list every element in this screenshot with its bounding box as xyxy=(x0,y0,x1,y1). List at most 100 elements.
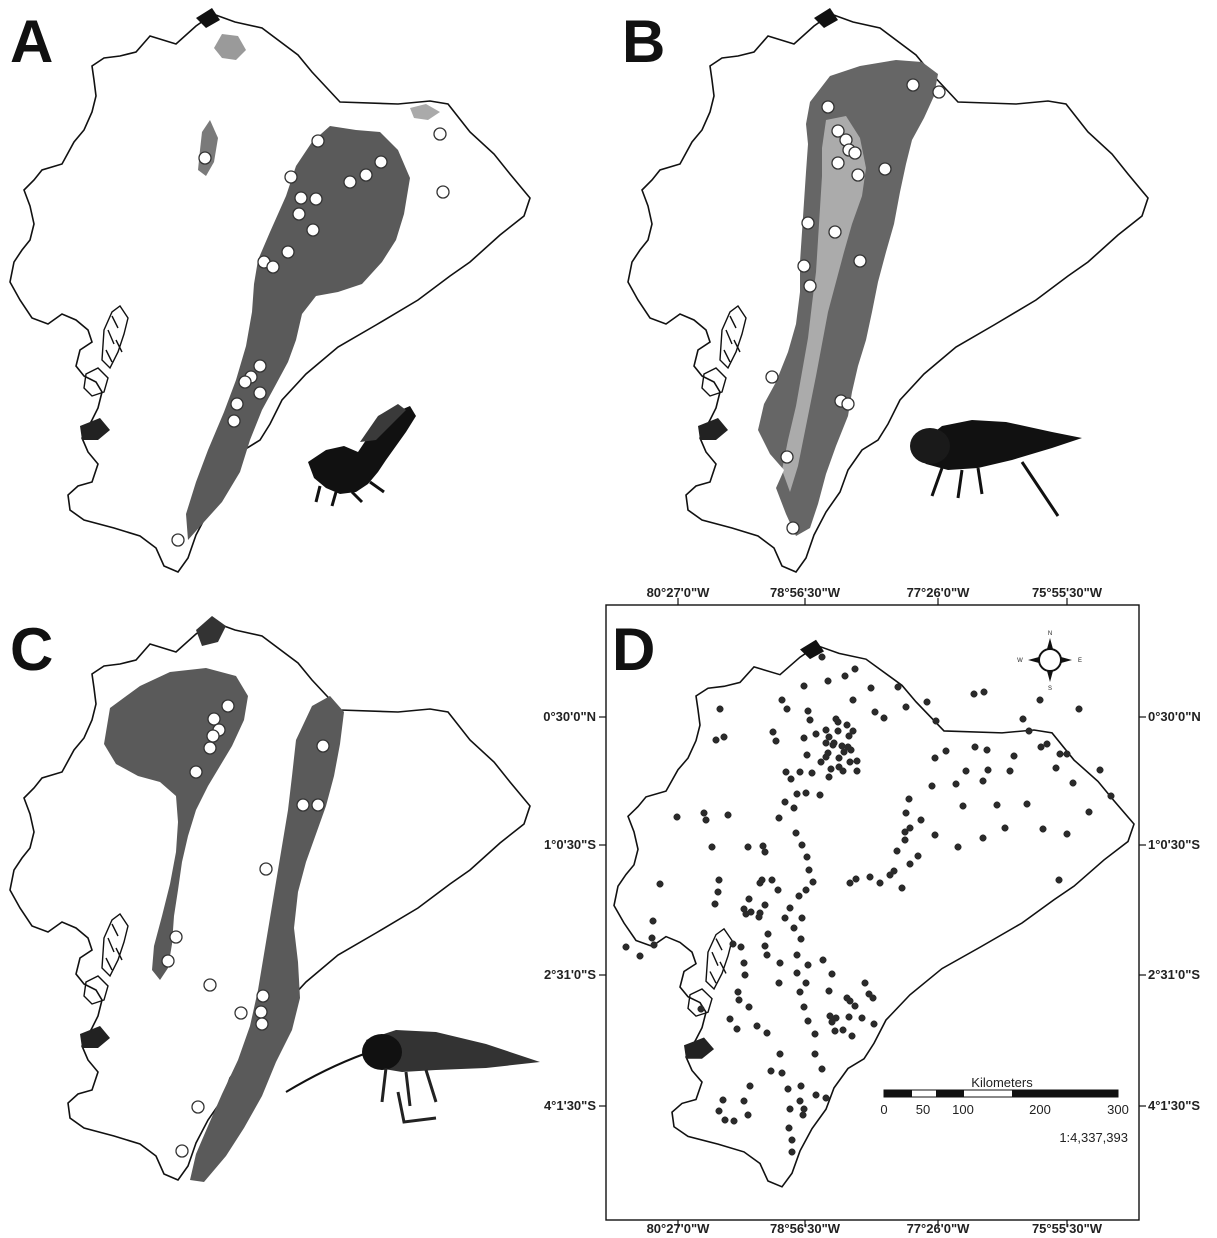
compass-east-label: E xyxy=(1078,658,1082,664)
occurrence-point xyxy=(1085,808,1093,816)
occurrence-point xyxy=(775,814,783,822)
occurrence-point xyxy=(284,170,298,184)
compass-north-label: N xyxy=(1048,631,1052,637)
occurrence-point xyxy=(798,841,806,849)
occurrence-point xyxy=(720,733,728,741)
occurrence-point xyxy=(821,100,835,114)
occurrence-point xyxy=(255,1017,269,1031)
occurrence-point xyxy=(866,873,874,881)
occurrence-point xyxy=(636,952,644,960)
occurrence-point xyxy=(818,1065,826,1073)
occurrence-point xyxy=(901,828,909,836)
occurrence-point xyxy=(650,941,658,949)
occurrence-point xyxy=(931,754,939,762)
compass-south-label: S xyxy=(1048,686,1052,692)
occurrence-point xyxy=(835,754,843,762)
occurrence-point xyxy=(838,742,846,750)
occurrence-point xyxy=(832,1014,840,1022)
occurrence-point xyxy=(822,739,830,747)
occurrence-point xyxy=(984,766,992,774)
occurrence-point xyxy=(942,747,950,755)
bottom-tick-label: 75°55'30"W xyxy=(1032,1221,1103,1236)
panel-letter-d: D xyxy=(612,616,655,683)
occurrence-point xyxy=(292,207,306,221)
occurrence-point xyxy=(870,1020,878,1028)
occurrence-point xyxy=(798,914,806,922)
occurrence-point xyxy=(825,733,833,741)
occurrence-point xyxy=(796,1097,804,1105)
occurrence-point xyxy=(818,653,826,661)
occurrence-point xyxy=(906,860,914,868)
occurrence-point xyxy=(1063,750,1071,758)
occurrence-point xyxy=(800,734,808,742)
occurrence-point xyxy=(827,765,835,773)
compass-rose: N S E W xyxy=(1017,631,1082,692)
occurrence-point xyxy=(769,728,777,736)
occurrence-point xyxy=(906,78,920,92)
occurrence-point xyxy=(730,1117,738,1125)
occurrence-point xyxy=(1063,830,1071,838)
occurrence-point xyxy=(649,917,657,925)
occurrence-point xyxy=(758,876,766,884)
occurrence-point xyxy=(845,732,853,740)
occurrence-point xyxy=(744,843,752,851)
occurrence-point xyxy=(203,978,217,992)
occurrence-point xyxy=(828,970,836,978)
occurrence-point xyxy=(797,1082,805,1090)
occurrence-point xyxy=(902,809,910,817)
scale-ratio: 1:4,337,393 xyxy=(1059,1130,1128,1145)
occurrence-point xyxy=(839,767,847,775)
occurrence-point xyxy=(931,831,939,839)
occurrence-point xyxy=(841,672,849,680)
occurrence-point xyxy=(774,886,782,894)
occurrence-point xyxy=(1052,764,1060,772)
occurrence-point xyxy=(831,156,845,170)
occurrence-point xyxy=(796,768,804,776)
occurrence-point xyxy=(161,954,175,968)
occurrence-point xyxy=(802,979,810,987)
occurrence-point xyxy=(781,914,789,922)
occurrence-point xyxy=(817,758,825,766)
occurrence-point xyxy=(234,1006,248,1020)
occurrence-point xyxy=(221,699,235,713)
occurrence-point xyxy=(828,225,842,239)
occurrence-point xyxy=(880,714,888,722)
top-tick-label: 78°56'30"W xyxy=(770,585,841,600)
occurrence-point xyxy=(1096,766,1104,774)
occurrence-point xyxy=(1006,767,1014,775)
occurrence-point xyxy=(853,757,861,765)
occurrence-point xyxy=(735,996,743,1004)
occurrence-point xyxy=(831,1027,839,1035)
occurrence-point xyxy=(294,191,308,205)
occurrence-point xyxy=(983,746,991,754)
scale-bar: Kilometers 0 50 100 200 300 1:4,337,393 xyxy=(880,1075,1128,1145)
occurrence-point xyxy=(316,739,330,753)
occurrence-point xyxy=(1039,825,1047,833)
occurrence-point xyxy=(772,737,780,745)
occurrence-point xyxy=(374,155,388,169)
occurrence-point xyxy=(761,901,769,909)
occurrence-point xyxy=(822,1094,830,1102)
occurrence-point xyxy=(238,375,252,389)
occurrence-point xyxy=(1001,824,1009,832)
occurrence-point xyxy=(786,521,800,535)
panel-b: B xyxy=(622,8,1149,573)
left-tick-label: 1°0'30"S xyxy=(544,837,596,852)
occurrence-point xyxy=(761,848,769,856)
occurrence-point xyxy=(790,924,798,932)
occurrence-point xyxy=(741,971,749,979)
occurrence-point xyxy=(171,533,185,547)
occurrence-point xyxy=(191,1100,205,1114)
occurrence-point xyxy=(848,1032,856,1040)
occurrence-point xyxy=(898,884,906,892)
occurrence-point xyxy=(230,397,244,411)
occurrence-point xyxy=(834,727,842,735)
occurrence-point xyxy=(853,254,867,268)
occurrence-point xyxy=(765,370,779,384)
occurrence-point xyxy=(763,951,771,959)
occurrence-point xyxy=(206,729,220,743)
occurrence-point xyxy=(793,969,801,977)
occurrence-point xyxy=(708,843,716,851)
bottom-tick-label: 77°26'0"W xyxy=(907,1221,971,1236)
